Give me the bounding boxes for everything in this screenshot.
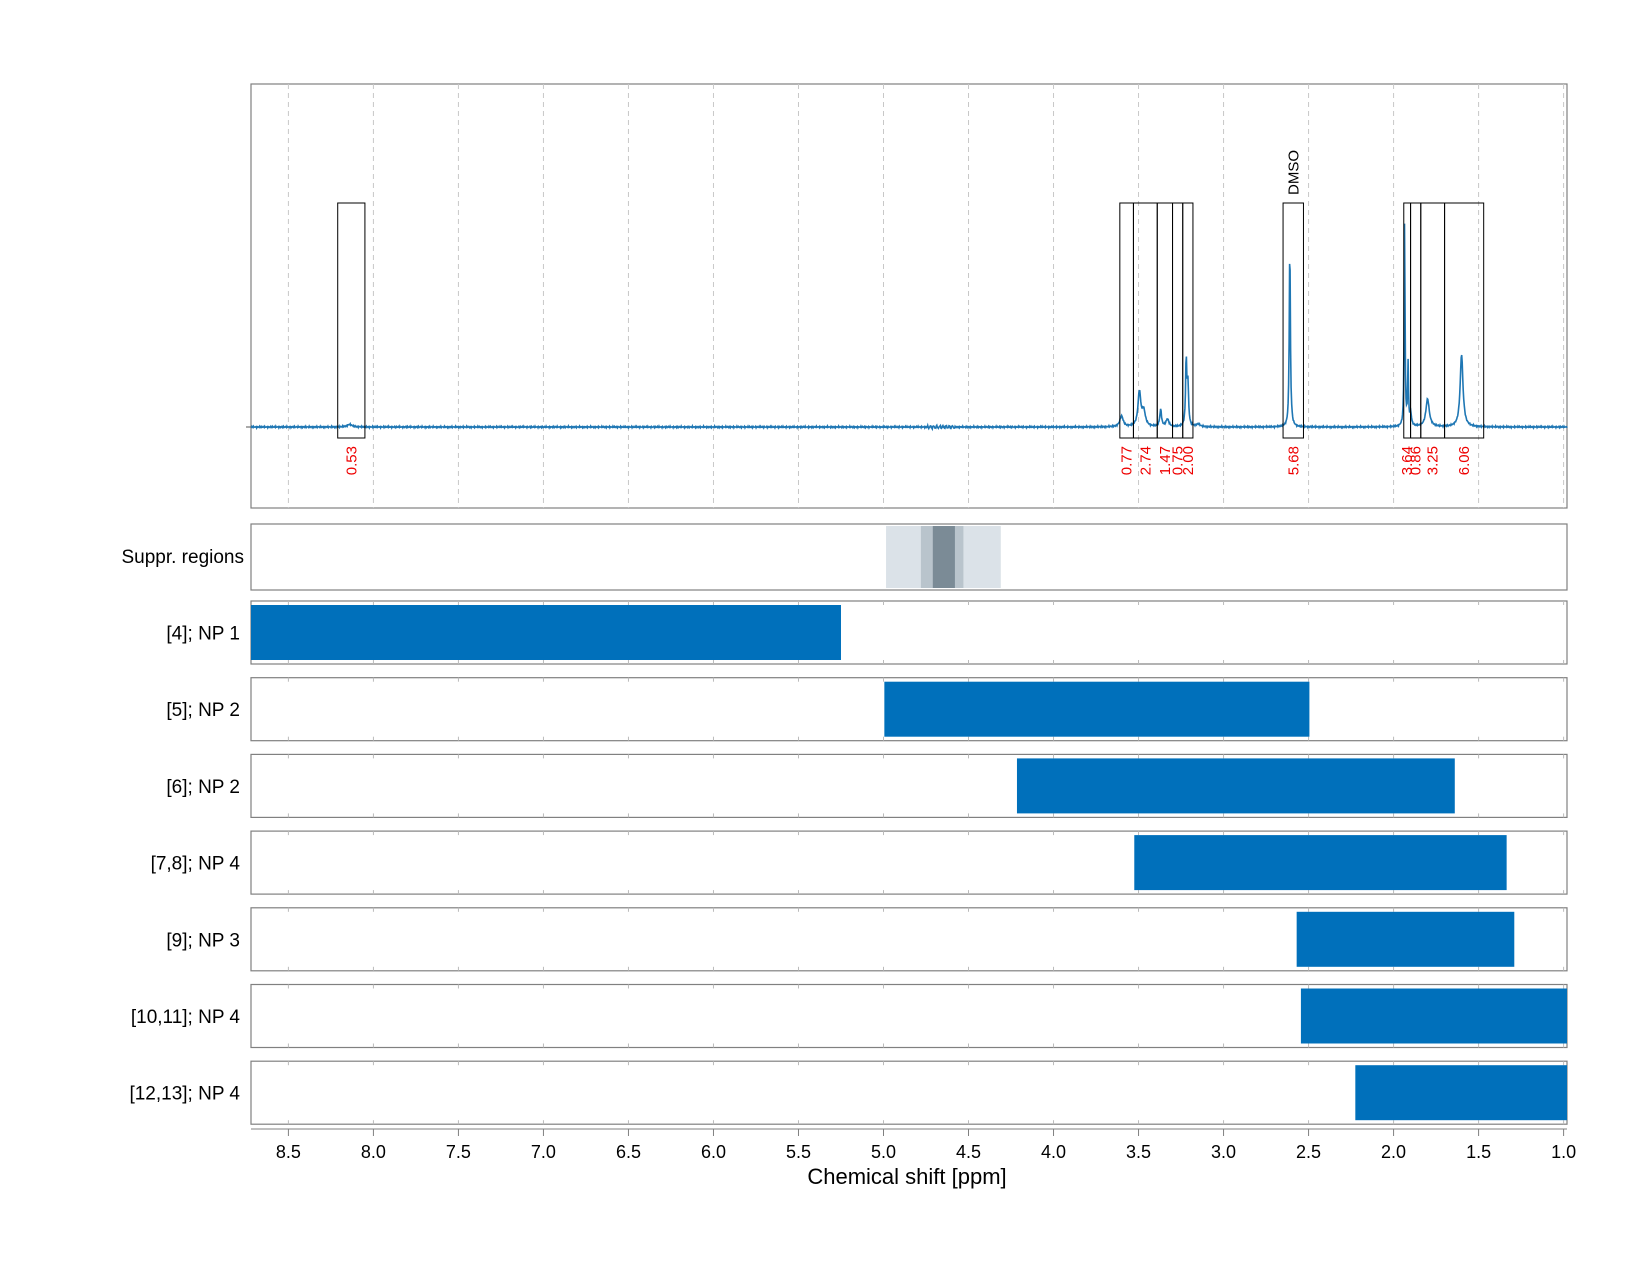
range-bar-label: [9]; NP 3 — [166, 930, 240, 951]
x-axis: 8.5 8.0 7.5 7.0 6.5 6.0 5.5 5.0 4.5 4.0 3.5 3.0 2.5 2… — [251, 1128, 1576, 1162]
integration-label: 2.74 — [1137, 446, 1154, 475]
peak-annotation: DMSO — [1285, 150, 1302, 195]
x-axis-title: Chemical shift [ppm] — [807, 1164, 1006, 1189]
range-bar — [1134, 835, 1507, 891]
x-tick-label: 8.0 — [361, 1142, 386, 1162]
range-bar — [251, 605, 841, 660]
integration-label: 5.68 — [1285, 446, 1302, 475]
suppression-band — [932, 526, 955, 588]
x-tick-label: 5.5 — [786, 1142, 811, 1162]
integration-label: 0.53 — [343, 446, 360, 475]
integration-label: 0.77 — [1119, 446, 1136, 475]
x-tick-label: 3.0 — [1211, 1142, 1236, 1162]
integration-label: 0.75 — [1170, 446, 1187, 475]
integration-region — [1182, 202, 1194, 439]
integration-label: 0.86 — [1408, 446, 1425, 475]
integration-label: 3.64 — [1399, 446, 1416, 475]
x-tick-label: 4.5 — [956, 1142, 981, 1162]
integration-label: 6.06 — [1456, 446, 1473, 475]
x-tick-label: 2.0 — [1381, 1142, 1406, 1162]
x-tick-label: 6.5 — [616, 1142, 641, 1162]
range-bar-label: [4]; NP 1 — [166, 624, 240, 645]
suppression-label: Suppr. regions — [121, 547, 244, 568]
x-tick-label: 4.0 — [1041, 1142, 1066, 1162]
spectrum-panel: 0.53 0.77 2.74 1.470.752.00 5.68 3.640.86 3.25… — [246, 83, 1568, 509]
x-tick-label: 3.5 — [1126, 1142, 1151, 1162]
range-panel-frame — [250, 1060, 1568, 1125]
x-tick-label: 1.5 — [1466, 1142, 1491, 1162]
range-bar — [1016, 758, 1455, 814]
range-bar-label: [7,8]; NP 4 — [151, 854, 241, 875]
x-tick-label: 5.0 — [871, 1142, 896, 1162]
integration-label: 2.00 — [1180, 446, 1197, 475]
integration-region — [1282, 202, 1304, 439]
spectrum-frame — [250, 83, 1568, 509]
x-tick-label: 8.5 — [276, 1142, 301, 1162]
range-bar — [1300, 988, 1567, 1044]
range-bar — [1296, 911, 1515, 967]
integration-label: 1.47 — [1157, 446, 1174, 475]
integration-label: 3.25 — [1425, 446, 1442, 475]
x-tick-label: 1.0 — [1551, 1142, 1576, 1162]
x-tick-label: 2.5 — [1296, 1142, 1321, 1162]
x-tick-label: 6.0 — [701, 1142, 726, 1162]
suppression-panel: Suppr. regions — [121, 523, 1568, 591]
range-bar-label: [5]; NP 2 — [166, 700, 240, 721]
integration-region — [337, 202, 366, 439]
range-bars-panel: [4]; NP 1 [5]; NP 2 [6]; NP 2 [7,8]; NP 4 [9… — [129, 600, 1568, 1125]
x-tick-label: 7.5 — [446, 1142, 471, 1162]
range-bar-label: [12,13]; NP 4 — [129, 1084, 240, 1105]
range-bar-label: [10,11]; NP 4 — [131, 1007, 241, 1028]
x-tick-label: 7.0 — [531, 1142, 556, 1162]
range-bar — [1355, 1065, 1567, 1121]
integration-region — [1444, 202, 1485, 439]
range-bar-label: [6]; NP 2 — [166, 777, 240, 798]
spectrum-line — [250, 223, 1568, 432]
range-bar — [884, 681, 1310, 737]
